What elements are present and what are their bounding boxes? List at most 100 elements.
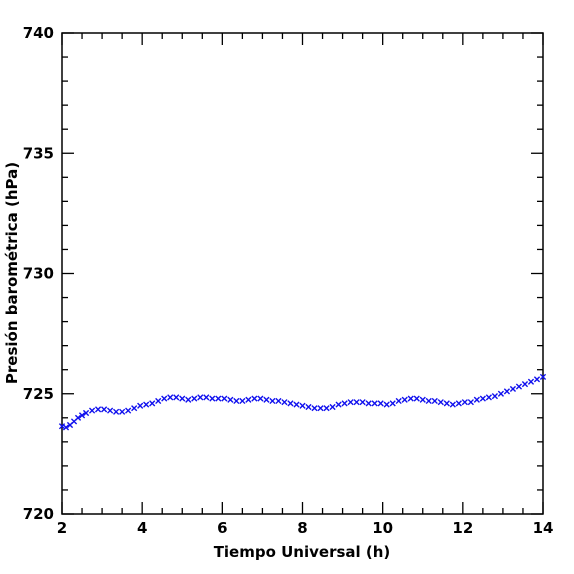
data-point [491,393,498,400]
data-point [82,409,90,417]
data-point [473,396,480,403]
x-tick-label: 12 [452,519,473,537]
data-point [88,407,96,414]
data-point [533,376,541,383]
data-point [443,400,450,407]
data-point [431,397,438,405]
data-point [191,395,198,402]
data-point [521,381,529,388]
data-point [245,396,252,403]
data-point [281,399,288,406]
tick-labels: 2 4 6 8 10 12 14 720 725 730 735 740 [23,24,554,537]
data-point [78,412,86,419]
data-point [74,414,82,421]
data-point [527,378,535,385]
data-point [143,401,150,408]
data-point [299,402,306,409]
data-point [58,423,66,430]
y-tick-label: 725 [23,385,54,403]
data-point [293,401,300,408]
data-point [161,395,168,402]
data-point [401,396,408,403]
x-tick-label: 10 [372,519,393,537]
axis-ticks [61,32,544,515]
data-point [173,394,180,401]
data-point [335,401,342,408]
data-point [62,424,70,431]
data-points [58,373,547,431]
data-point [263,396,270,403]
data-point [353,399,360,406]
data-point [539,373,547,381]
data-point [107,407,114,414]
data-point [515,383,523,390]
data-point [131,405,138,412]
data-point [203,394,210,401]
data-point [221,395,228,402]
data-point [359,399,366,406]
data-point [215,395,222,402]
data-point [119,408,126,415]
data-point [455,400,462,407]
x-tick-label: 2 [57,519,67,537]
data-point [311,405,318,412]
data-point [227,396,234,403]
data-point [389,400,396,407]
data-point [185,396,192,403]
data-point [287,400,294,407]
data-point [395,397,402,405]
data-point [137,402,144,409]
data-point [371,400,378,407]
data-point [329,403,336,411]
data-point [407,395,414,402]
data-point [269,397,276,405]
data-point [467,399,474,406]
data-point [437,399,444,406]
data-point [305,403,312,411]
data-point [257,395,264,402]
data-point [233,397,240,405]
data-point [347,399,354,406]
y-tick-label: 730 [23,265,54,283]
data-point [197,394,204,401]
data-point [239,397,246,405]
data-point [341,400,348,407]
data-point [413,395,420,402]
data-point [179,395,186,402]
data-point [425,397,432,405]
data-point [461,399,468,406]
data-point [377,400,384,407]
y-tick-label: 720 [23,505,54,523]
data-point [485,394,492,401]
y-tick-label: 740 [23,24,54,42]
data-point [419,396,426,403]
data-point [503,388,511,395]
data-point [479,395,486,402]
y-tick-label: 735 [23,144,54,162]
x-tick-label: 4 [137,519,147,537]
data-point [497,390,505,397]
plot-frame [61,32,544,515]
data-point [275,397,282,405]
data-point [209,395,216,402]
data-point [383,401,390,408]
y-axis-title: Presión barométrica (hPa) [3,162,21,384]
data-point [125,407,132,414]
data-point [155,397,162,405]
x-tick-label: 8 [297,519,307,537]
x-tick-label: 14 [533,519,554,537]
data-point [94,406,102,413]
data-point [323,405,330,412]
data-point [365,400,372,407]
data-point [100,406,108,413]
data-point [251,395,258,402]
data-point [317,405,324,412]
x-tick-label: 6 [217,519,227,537]
data-point [113,408,120,415]
x-axis-title: Tiempo Universal (h) [214,543,391,561]
data-point [149,400,156,407]
data-point [449,401,456,408]
data-point [509,385,517,393]
data-point [167,394,174,401]
